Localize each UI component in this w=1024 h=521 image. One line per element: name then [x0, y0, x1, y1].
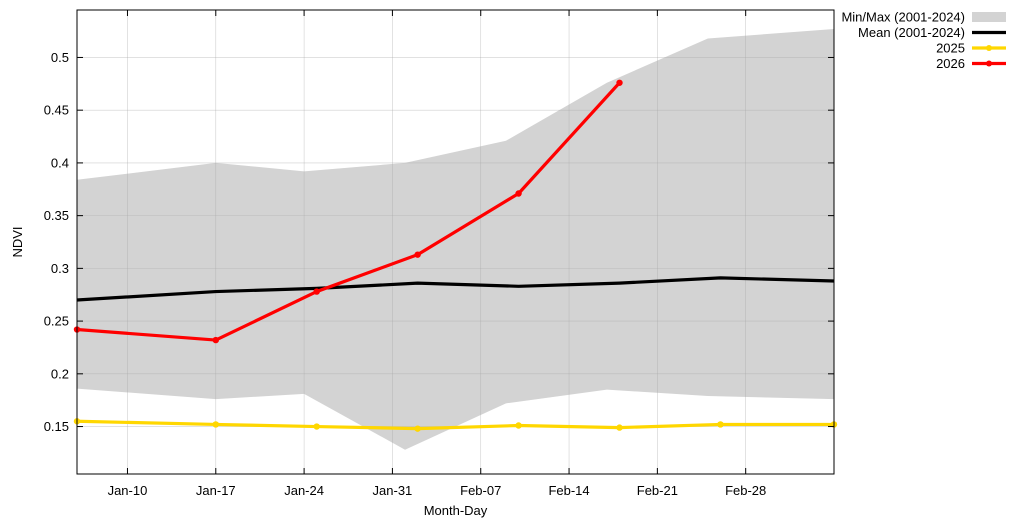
x-tick-label: Feb-07: [460, 483, 501, 498]
data-point-2026: [212, 336, 219, 344]
legend: Min/Max (2001-2024)Mean (2001-2024)20252…: [841, 10, 1006, 71]
data-point-2026: [515, 190, 522, 197]
y-tick-label: 0.5: [51, 50, 69, 65]
legend-label-mean-2001-2024: Mean (2001-2024): [858, 25, 965, 40]
x-tick-label: Jan-10: [108, 483, 148, 498]
x-tick-label: Feb-21: [637, 483, 678, 498]
data-point-2026: [414, 251, 421, 258]
legend-label-2025: 2025: [936, 41, 965, 56]
data-point-2025: [212, 421, 219, 428]
x-tick-label: Jan-17: [196, 483, 236, 498]
series-line-2026: [76, 81, 621, 342]
data-point-2026: [616, 79, 623, 86]
x-tick-label: Jan-24: [284, 483, 324, 498]
y-tick-label: 0.15: [44, 419, 69, 434]
y-tick-label: 0.4: [51, 155, 69, 170]
data-point-2025: [313, 423, 320, 430]
y-tick-label: 0.45: [44, 103, 69, 118]
legend-swatch-min-max-2001-2024: [972, 12, 1006, 22]
legend-marker-2026: [986, 60, 992, 67]
data-point-2025: [717, 421, 724, 428]
legend-marker-2025: [986, 45, 992, 51]
y-tick-label: 0.25: [44, 314, 69, 329]
legend-label-2026: 2026: [936, 56, 965, 71]
x-tick-label: Feb-28: [725, 483, 766, 498]
plot-frame: [76, 9, 835, 475]
y-axis-label: NDVI: [10, 226, 25, 257]
series-line-2025: [76, 419, 834, 431]
data-point-2026: [313, 288, 320, 295]
x-tick-label: Jan-31: [373, 483, 413, 498]
grid-layer: [77, 10, 834, 474]
series-layer: [73, 79, 838, 432]
x-axis-label: Month-Day: [424, 503, 488, 518]
data-point-2025: [616, 424, 623, 431]
axis-layer: 0.15 0.2 0.25 0.3 0.35 0.4 0.45 0.5 Jan-10 Jan-17…: [44, 10, 834, 498]
min-max-band: [77, 28, 834, 450]
y-tick-label: 0.3: [51, 261, 69, 276]
y-tick-label: 0.2: [51, 366, 69, 381]
min-max-band-layer: [77, 28, 834, 450]
legend-label-min-max-2001-2024: Min/Max (2001-2024): [841, 10, 965, 25]
series-line-mean-2001-2024: [76, 276, 835, 302]
data-point-2025: [515, 422, 522, 429]
data-point-2025: [414, 425, 421, 432]
x-tick-label: Feb-14: [548, 483, 589, 498]
y-tick-label: 0.35: [44, 208, 69, 223]
